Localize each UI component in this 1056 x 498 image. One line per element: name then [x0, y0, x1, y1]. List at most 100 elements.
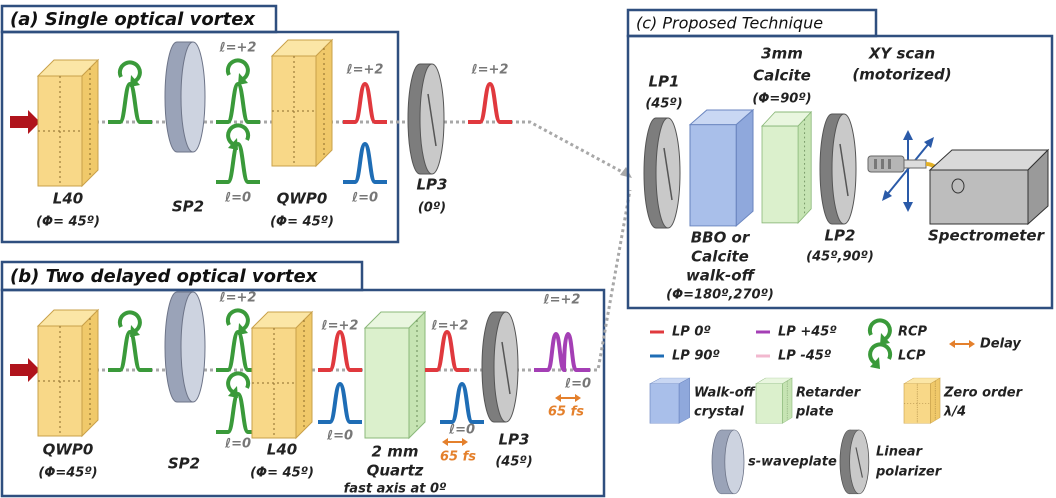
- mode-label: ℓ=0: [448, 423, 475, 438]
- component-label: Spectrometer: [928, 227, 1046, 245]
- component-label: (Φ=90º): [752, 92, 811, 107]
- pulse: [440, 384, 484, 422]
- legend-label: RCP: [898, 325, 928, 340]
- component-label: (Φ= 45º): [270, 215, 334, 230]
- legend-swatch: [756, 378, 792, 423]
- component-label: L40: [53, 190, 83, 208]
- delay-arrow: [555, 394, 581, 402]
- pulse: [216, 84, 260, 122]
- mode-label: ℓ=+2: [219, 291, 257, 306]
- legend-label: LP -45º: [778, 349, 832, 364]
- component-label: BBO or: [691, 229, 751, 247]
- legend-label: LP 90º: [672, 349, 720, 364]
- rcp-icon: [228, 60, 248, 85]
- legend-label: crystal: [694, 405, 744, 420]
- zero-order-plate: [252, 312, 312, 438]
- legend-label: LCP: [898, 349, 926, 364]
- component-label: LP3: [499, 431, 530, 449]
- retarder-plate: [365, 312, 425, 438]
- legend-label: LP 0º: [672, 325, 711, 340]
- pulse: [343, 144, 387, 182]
- zero-order-plate: [38, 60, 98, 186]
- legend-swatch: [904, 378, 940, 423]
- mode-label: ℓ=+2: [321, 319, 359, 334]
- component-label: 2 mm: [372, 443, 419, 461]
- pulse: [318, 332, 362, 370]
- component-label: L40: [267, 441, 297, 459]
- delay-label: 65 fs: [548, 405, 584, 420]
- pulse: [468, 84, 512, 122]
- linear-polarizer: [820, 114, 856, 224]
- component-label: (0º): [418, 201, 446, 216]
- pulse: [534, 334, 590, 370]
- legend-label: Delay: [980, 337, 1021, 352]
- mode-label: ℓ=0: [326, 429, 353, 444]
- pulse: [216, 144, 260, 182]
- component-label: LP1: [649, 73, 680, 91]
- legend-swatch: [712, 430, 744, 494]
- component-label: (Φ= 45º): [250, 466, 314, 481]
- component-label: (motorized): [852, 66, 951, 84]
- delay-arrow: [442, 438, 468, 446]
- delay-label: 65 fs: [440, 450, 476, 465]
- component-label: XY scan: [868, 45, 935, 63]
- panel-title: (c) Proposed Technique: [636, 14, 823, 33]
- zero-order-plate: [272, 40, 332, 166]
- linear-polarizer: [644, 118, 680, 228]
- component-label: SP2: [172, 198, 204, 216]
- component-label: (Φ=45º): [38, 466, 97, 481]
- legend-label: λ/4: [943, 405, 966, 420]
- lcp-icon: [228, 125, 248, 150]
- legend-swatch: [870, 344, 890, 369]
- component-label: Calcite: [691, 248, 749, 266]
- pulse: [343, 84, 387, 122]
- legend-swatch: [840, 430, 869, 494]
- mode-label: ℓ=0: [224, 191, 251, 206]
- panel-title: (a) Single optical vortex: [10, 9, 256, 30]
- legend-label: Walk-off: [694, 386, 756, 401]
- component-label: LP2: [825, 227, 856, 245]
- pulse: [108, 84, 152, 122]
- input-beam: [10, 110, 40, 134]
- legend-label: Linear: [876, 445, 924, 460]
- mode-label: ℓ=+2: [431, 319, 469, 334]
- component-label: LP3: [417, 176, 448, 194]
- component-label: (Φ= 45º): [36, 215, 100, 230]
- component-label: Quartz: [367, 462, 424, 480]
- s-waveplate: [165, 42, 205, 152]
- legend-swatch: [949, 340, 975, 348]
- linear-polarizer: [408, 64, 444, 174]
- input-beam: [10, 358, 40, 382]
- mode-label: ℓ=0: [224, 437, 251, 452]
- pulse: [318, 384, 362, 422]
- component-label: (45º,90º): [806, 250, 874, 265]
- panel-title: (b) Two delayed optical vortex: [10, 266, 319, 287]
- pulse: [108, 332, 152, 370]
- component-label: Calcite: [753, 67, 811, 85]
- walk-off-crystal: [690, 110, 753, 226]
- legend: LP 0º LP 90º LP +45º LP -45º RCP LCP Del…: [650, 320, 1024, 493]
- component-label: QWP0: [43, 441, 94, 459]
- legend-label: LP +45º: [778, 325, 837, 340]
- mode-label: ℓ=0: [351, 191, 378, 206]
- legend-label: Zero order: [943, 386, 1024, 401]
- component-label: (45º): [645, 97, 682, 112]
- linear-polarizer: [482, 312, 518, 422]
- component-label: SP2: [168, 455, 200, 473]
- pulse: [425, 332, 469, 370]
- diagram: (a) Single optical vortex L40 (Φ= 45º) S…: [0, 0, 1056, 498]
- arrowhead: [620, 167, 632, 178]
- legend-label: polarizer: [875, 465, 943, 480]
- legend-swatch: [650, 378, 690, 423]
- mode-label: ℓ=+2: [471, 63, 509, 78]
- component-label: walk-off: [686, 267, 756, 285]
- legend-label: plate: [795, 405, 834, 420]
- legend-label: s-waveplate: [748, 455, 837, 470]
- mode-label: ℓ=0: [564, 377, 591, 392]
- mode-label: ℓ=+2: [543, 293, 581, 308]
- legend-label: Retarder: [796, 386, 862, 401]
- component-label: QWP0: [277, 190, 328, 208]
- component-label: 3mm: [761, 45, 803, 63]
- component-label: fast axis at 0º: [344, 482, 447, 497]
- retarder-plate: [762, 112, 811, 223]
